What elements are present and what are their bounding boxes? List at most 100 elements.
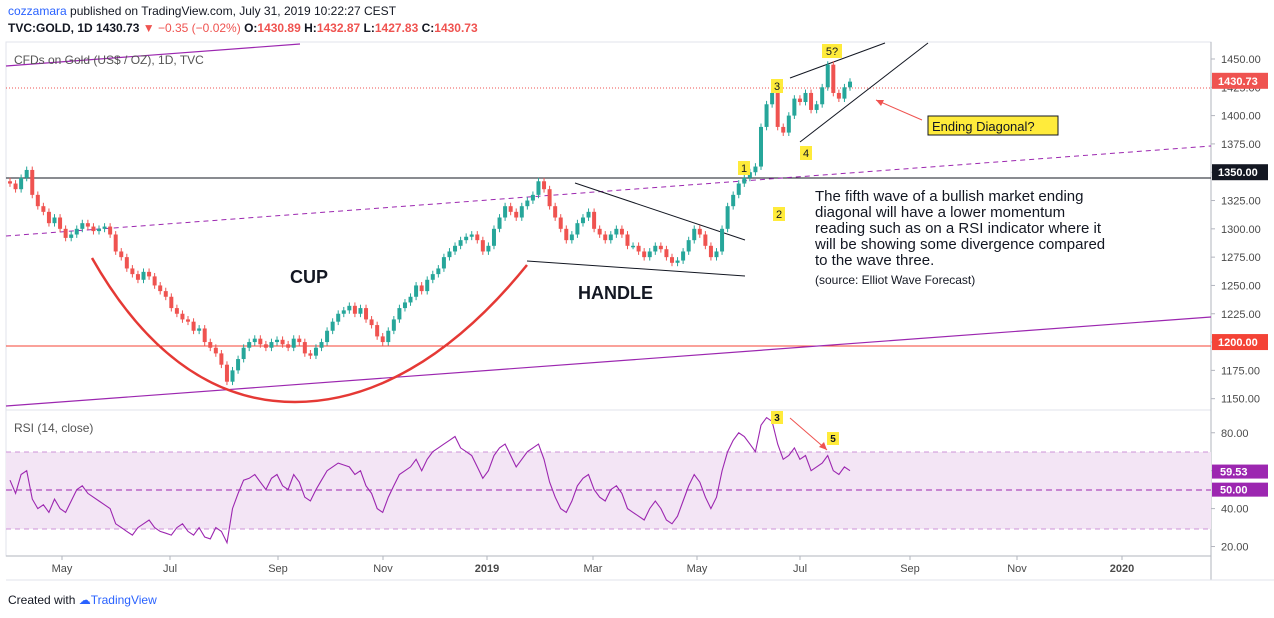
candle xyxy=(542,177,547,193)
candle xyxy=(213,344,218,357)
candle xyxy=(503,202,508,221)
candle xyxy=(52,214,57,227)
candle xyxy=(580,214,585,227)
candle xyxy=(631,242,636,250)
wave-label-4: 4 xyxy=(800,146,812,160)
candle xyxy=(569,231,574,244)
candle xyxy=(458,236,463,250)
candle xyxy=(352,302,357,318)
upper-trendline xyxy=(5,43,301,67)
note-line-1: The fifth wave of a bullish market endin… xyxy=(815,188,1083,205)
price-tick-label: 1150.00 xyxy=(1221,394,1260,406)
price-tick-label: 1250.00 xyxy=(1221,280,1261,292)
candle xyxy=(364,304,369,323)
note-line-5: to the wave three. xyxy=(815,252,934,269)
high-label: H: xyxy=(304,21,317,35)
candle xyxy=(130,265,135,278)
candle xyxy=(608,231,613,244)
price-change: −0.35 (−0.02%) xyxy=(157,21,241,35)
rsi-divergence-arrow xyxy=(789,417,828,451)
rsi-wave-label-5: 5 xyxy=(827,432,839,445)
candle xyxy=(119,248,124,261)
candle xyxy=(208,338,213,352)
note-source: (source: Elliot Wave Forecast) xyxy=(815,273,975,287)
candle xyxy=(619,225,624,238)
candle xyxy=(124,253,129,272)
candle xyxy=(163,287,168,301)
svg-text:1430.73: 1430.73 xyxy=(1218,76,1258,88)
rsi-pane-title: RSI (14, close) xyxy=(14,421,93,435)
candle xyxy=(269,338,274,352)
candle xyxy=(19,174,24,193)
candle xyxy=(736,180,741,199)
candle xyxy=(642,248,647,261)
rsi-badge: 59.53 xyxy=(1212,464,1268,479)
candle xyxy=(475,231,480,244)
candle xyxy=(202,325,207,346)
candle xyxy=(358,304,363,318)
candle xyxy=(219,349,224,369)
candle xyxy=(386,327,391,346)
rsi-arrow-head-icon xyxy=(819,442,827,450)
candle xyxy=(30,166,35,199)
svg-text:59.53: 59.53 xyxy=(1220,467,1248,479)
candle xyxy=(336,310,341,326)
candle xyxy=(797,95,802,106)
open-value: 1430.89 xyxy=(257,21,301,35)
candle xyxy=(703,231,708,250)
rsi-badge: 50.00 xyxy=(1212,482,1268,497)
svg-text:50.00: 50.00 xyxy=(1220,485,1248,497)
price-tick-label: 1375.00 xyxy=(1221,139,1261,151)
svg-text:1200.00: 1200.00 xyxy=(1218,337,1258,349)
time-tick-label: Mar xyxy=(584,563,603,575)
candle xyxy=(419,282,424,295)
wave-label-1: 1 xyxy=(738,161,750,175)
candle xyxy=(263,340,268,352)
candle xyxy=(302,338,307,357)
candle xyxy=(369,316,374,329)
time-tick-label: Nov xyxy=(373,563,393,575)
candle xyxy=(380,333,385,346)
candle xyxy=(758,123,763,170)
candle xyxy=(325,327,330,346)
candle xyxy=(24,166,29,182)
wave-label-2: 2 xyxy=(773,207,785,221)
price-badge: 1350.00 xyxy=(1212,164,1268,181)
price-badge: 1200.00 xyxy=(1212,334,1268,351)
candle xyxy=(720,225,725,255)
svg-text:2: 2 xyxy=(776,209,782,221)
candle xyxy=(258,335,263,348)
candle xyxy=(614,225,619,238)
candle xyxy=(330,318,335,335)
svg-text:5?: 5? xyxy=(826,46,838,58)
candle xyxy=(564,225,569,244)
candle xyxy=(341,306,346,318)
candle xyxy=(102,223,107,233)
candle xyxy=(803,89,808,106)
handle-lower-line xyxy=(526,260,746,277)
candle xyxy=(603,231,608,244)
candle xyxy=(308,349,313,360)
candle xyxy=(197,325,202,335)
price-pane-title: CFDs on Gold (US$ / OZ), 1D, TVC xyxy=(14,53,204,67)
author-name[interactable]: cozzamara xyxy=(8,4,67,18)
tradingview-brand-link[interactable]: TradingView xyxy=(90,593,157,607)
note-line-3: reading such as on a RSI indicator where… xyxy=(815,220,1102,237)
candle xyxy=(174,304,179,318)
price-axis[interactable]: 1450.001425.001400.001375.001350.001325.… xyxy=(1211,54,1268,406)
candle xyxy=(375,321,380,340)
candle xyxy=(464,233,469,244)
created-with-text: Created with xyxy=(8,593,76,607)
time-tick-label: Nov xyxy=(1007,563,1027,575)
candle xyxy=(497,214,502,233)
candle xyxy=(469,231,474,241)
candle xyxy=(46,208,51,227)
publish-info: cozzamara published on TradingView.com, … xyxy=(8,4,396,18)
candle xyxy=(575,219,580,238)
ending-diagonal-arrow xyxy=(875,99,923,121)
candle xyxy=(848,78,852,91)
time-tick-label: Jul xyxy=(163,563,177,575)
time-axis[interactable]: May Jul Sep Nov 2019 Mar May Jul Sep Nov 2020 xyxy=(52,556,1135,575)
